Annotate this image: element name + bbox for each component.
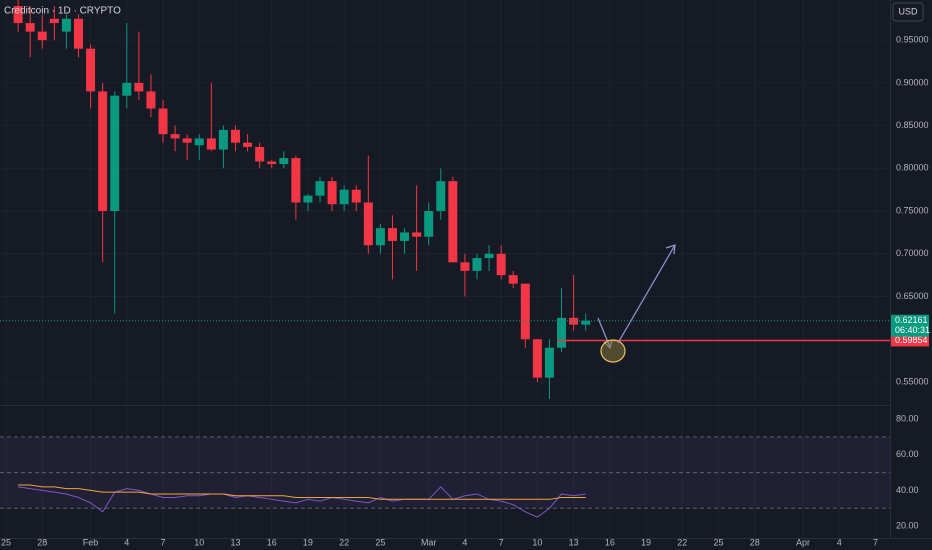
candle-body	[557, 317, 567, 348]
rsi-ma-line	[18, 484, 586, 500]
candle-body	[424, 211, 434, 237]
x-tick-label: 10	[532, 537, 542, 547]
x-tick-label: 13	[230, 537, 240, 547]
x-tick-label: 22	[339, 537, 349, 547]
candle-body	[110, 95, 120, 212]
candle-body	[243, 142, 253, 147]
candle-body	[182, 138, 192, 143]
candle-body	[581, 320, 591, 325]
x-tick-label: 19	[303, 537, 313, 547]
x-tick-label: 7	[873, 537, 878, 547]
x-tick-label: Feb	[83, 537, 99, 547]
candle-body	[387, 228, 397, 241]
candle-body	[351, 189, 361, 203]
candle-body	[37, 31, 47, 41]
y-tick-label: 0.55000	[896, 376, 929, 386]
x-tick-label: 4	[462, 537, 467, 547]
price-level-tag	[891, 334, 929, 347]
x-tick-label: Apr	[796, 537, 810, 547]
candle-body	[158, 108, 168, 135]
arrow-head	[665, 244, 676, 255]
x-tick-label: 4	[124, 537, 129, 547]
candle-body	[496, 253, 506, 276]
currency-button[interactable]	[892, 2, 924, 22]
x-tick-label: 16	[267, 537, 277, 547]
y-tick-label: 0.70000	[896, 248, 929, 258]
candle-body	[339, 189, 349, 205]
candle-body	[230, 129, 240, 143]
x-tick-label: 28	[750, 537, 760, 547]
candle-body	[170, 134, 180, 139]
candle-body	[134, 82, 144, 92]
candle-body	[544, 347, 554, 378]
y-tick-label: 0.95000	[896, 35, 929, 45]
rsi-tick-label: 20.00	[896, 520, 919, 530]
y-tick-label: 0.75000	[896, 205, 929, 215]
x-tick-label: 13	[569, 537, 579, 547]
last-price-tag	[891, 314, 929, 337]
x-tick-label: 16	[605, 537, 615, 547]
x-tick-label: 25	[714, 537, 724, 547]
candle-body	[569, 317, 579, 325]
candle-body	[448, 181, 458, 263]
ellipse-annotation	[600, 339, 626, 363]
candle-body	[315, 181, 325, 196]
candle-body	[86, 48, 96, 92]
candle-body	[267, 161, 277, 165]
candle-body	[400, 232, 410, 241]
y-tick-label: 0.85000	[896, 120, 929, 130]
chart-title: Creditcoin · 1D · CRYPTO	[4, 6, 121, 17]
candle-body	[122, 82, 132, 96]
y-tick-label: 0.80000	[896, 163, 929, 173]
candle-body	[13, 5, 23, 24]
candle-body	[98, 91, 108, 212]
candle-body	[206, 138, 216, 150]
candle-body	[25, 23, 35, 32]
x-tick-label: 7	[499, 537, 504, 547]
candle-body	[375, 228, 385, 246]
x-tick-label: 19	[641, 537, 651, 547]
rsi-tick-label: 80.00	[896, 413, 919, 423]
x-tick-label: 4	[837, 537, 842, 547]
price-level-label: 0.59854	[895, 335, 928, 345]
y-tick-label: 0.65000	[896, 291, 929, 301]
candle-body	[363, 202, 373, 246]
candle-body	[279, 158, 289, 165]
x-tick-label: 22	[677, 537, 687, 547]
candle-body	[218, 129, 228, 150]
x-tick-label: 25	[1, 537, 11, 547]
candle-body	[303, 195, 313, 203]
candle-body	[49, 18, 59, 24]
x-tick-label: 25	[375, 537, 385, 547]
candle-body	[436, 181, 446, 212]
candle-body	[327, 181, 337, 205]
candle-body	[61, 18, 71, 32]
candle-body	[472, 258, 482, 271]
arrow-up	[617, 244, 676, 344]
candle-body	[484, 253, 494, 259]
candle-body	[291, 158, 301, 203]
last-price-label: 0.62161	[895, 315, 928, 325]
rsi-tick-label: 60.00	[896, 449, 919, 459]
candle-body	[146, 91, 156, 109]
currency[interactable]: USD	[898, 6, 918, 16]
candle-body	[194, 138, 204, 146]
candle-body	[255, 146, 265, 162]
rsi-tick-label: 40.00	[896, 485, 919, 495]
candle-body	[412, 232, 422, 237]
candle-body	[73, 18, 83, 49]
x-tick-label: Mar	[421, 537, 437, 547]
candle-body	[532, 339, 542, 378]
x-tick-label: 10	[194, 537, 204, 547]
x-tick-label: 7	[161, 537, 166, 547]
candle-body	[460, 262, 470, 271]
candle-body	[508, 275, 518, 284]
candle-body	[520, 283, 530, 340]
y-tick-label: 0.90000	[896, 77, 929, 87]
x-tick-label: 28	[37, 537, 47, 547]
countdown: 06:40:31	[895, 325, 930, 335]
